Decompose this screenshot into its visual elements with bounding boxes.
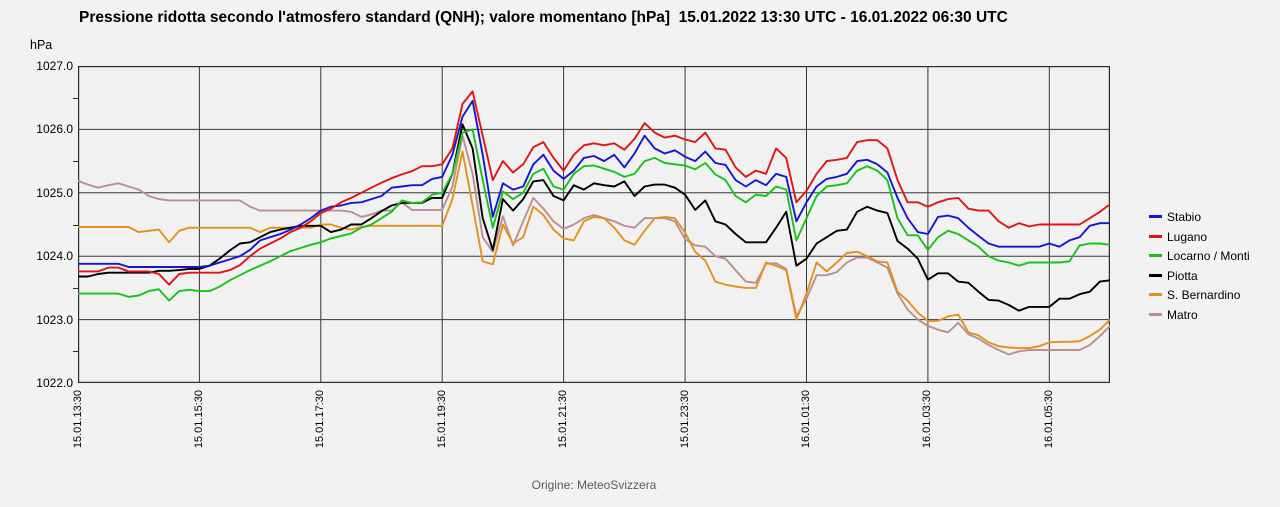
legend-swatch-icon [1149,215,1162,218]
legend-swatch-icon [1149,234,1162,238]
x-tick-label: 16.01.01:30 [799,390,812,449]
y-tick-label: 1025.0 [36,185,73,200]
legend-label: Matro [1167,307,1198,322]
x-tick-label: 15.01.19:30 [435,390,448,449]
x-tick-label: 15.01.15:30 [192,390,205,449]
series-line-s-bernardino [78,150,1110,350]
y-minor-tick [73,97,78,99]
legend-label: S. Bernardino [1167,288,1241,302]
series-line-lugano [78,90,1110,286]
x-tick-label: 15.01.21:30 [557,390,570,449]
legend-label: Piotta [1167,268,1198,283]
y-tick-label: 1023.0 [36,312,73,327]
y-minor-tick [73,287,78,289]
x-tick-label: 16.01.03:30 [921,390,934,449]
x-tick-label: 15.01.17:30 [314,390,327,449]
legend-label: Stabio [1167,210,1202,224]
legend-swatch-icon [1149,273,1162,277]
y-minor-tick [73,351,78,353]
x-tick-label: 15.01.13:30 [71,390,84,449]
y-tick-label: 1026.0 [36,122,73,137]
y-tick-label: 1024.0 [36,249,73,264]
x-tick-label: 16.01.05:30 [1042,390,1055,449]
x-tick-label: 15.01.23:30 [678,390,691,449]
legend-swatch-icon [1149,254,1162,257]
y-minor-tick [73,224,78,226]
y-tick-label: 1022.0 [36,376,73,390]
series-line-piotta [78,123,1110,312]
series-line-locarno-monti [78,128,1110,302]
legend-label: Locarno / Monti [1167,249,1250,263]
plot-border [78,66,1110,383]
series-line-matro [78,134,1110,356]
plot-area [78,66,1110,383]
legend-swatch-icon [1149,293,1162,296]
series-line-stabio [78,99,1110,268]
source-caption: Origine: MeteoSvizzera [531,478,657,492]
chart-title: Pressione ridotta secondo l'atmosfero st… [79,9,1008,26]
y-tick-label: 1027.0 [36,59,73,73]
y-axis-unit-label: hPa [30,38,53,52]
legend-label: Lugano [1167,229,1208,244]
y-minor-tick [73,161,78,163]
legend-swatch-icon [1149,312,1162,316]
gridlines [78,66,1110,383]
pressure-line-chart [78,66,1110,383]
